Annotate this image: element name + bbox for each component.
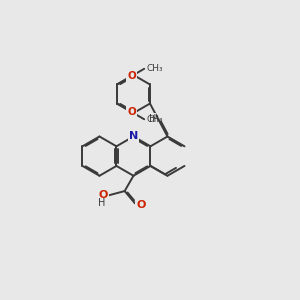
Text: O: O bbox=[127, 71, 136, 81]
Text: H: H bbox=[98, 199, 106, 208]
Text: O: O bbox=[99, 190, 108, 200]
Text: N: N bbox=[129, 131, 138, 142]
Text: H: H bbox=[148, 114, 156, 124]
Text: O: O bbox=[127, 107, 136, 117]
Text: CH₃: CH₃ bbox=[147, 115, 164, 124]
Text: O: O bbox=[136, 200, 146, 209]
Text: CH₃: CH₃ bbox=[147, 64, 164, 73]
